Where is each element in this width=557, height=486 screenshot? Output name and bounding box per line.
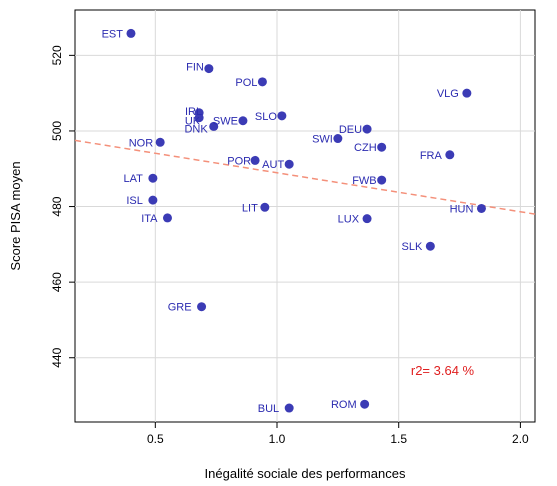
data-point-slk [425,241,435,251]
x-axis-ticks: 0.5 1.0 1.5 2.0 [147,422,529,446]
point-label-est: EST [102,28,124,40]
point-label-nor: NOR [129,137,154,149]
x-tick-label: 1.0 [269,432,286,446]
data-point-est [126,28,136,38]
data-point-bul [284,403,294,413]
data-point-fin [204,64,214,74]
data-point-slo [277,111,287,121]
point-label-bul: BUL [258,403,279,415]
point-label-deu: DEU [339,124,362,136]
x-tick-label: 1.5 [390,432,407,446]
data-point-dnk [209,121,219,131]
point-label-fwb: FWB [352,175,376,187]
point-label-dnk: DNK [184,123,208,135]
trend-line [74,139,536,215]
data-point-czh [377,142,387,152]
data-point-lit [260,202,270,212]
data-point-nor [155,137,165,147]
point-label-czh: CZH [354,142,377,154]
x-tick-label: 2.0 [512,432,529,446]
point-label-pol: POL [235,77,257,89]
point-label-swe: SWE [213,116,238,128]
y-tick-label: 480 [50,196,64,216]
point-label-aut: AUT [262,159,284,171]
y-axis-label: Score PISA moyen [8,161,23,270]
data-points [126,28,486,413]
point-label-isl: ISL [126,195,143,207]
data-point-por [250,155,260,165]
data-point-fra [445,150,455,160]
point-label-uk: UK [185,116,201,128]
plot-area [74,9,536,423]
data-point-vlg [462,88,472,98]
y-axis-ticks: 440 460 480 500 520 [50,45,75,368]
r2-annotation: r2= 3.64 % [411,363,475,378]
data-point-aut [284,159,294,169]
data-point-deu [362,124,372,134]
point-label-vlg: VLG [437,88,459,100]
point-label-slk: SLK [402,241,423,253]
y-tick-label: 500 [50,121,64,141]
grid-lines [75,10,535,422]
point-label-fra: FRA [420,150,443,162]
point-label-ita: ITA [141,213,158,225]
point-label-slo: SLO [255,111,277,123]
point-label-lit: LIT [242,202,258,214]
y-tick-label: 460 [50,272,64,292]
data-point-lat [148,173,158,183]
data-point-swi [333,134,343,144]
data-point-uk [194,113,204,123]
data-point-isl [148,195,158,205]
data-point-gre [197,302,207,312]
data-point-swe [238,116,248,126]
x-tick-label: 0.5 [147,432,164,446]
point-label-hun: HUN [450,203,474,215]
y-tick-label: 440 [50,347,64,367]
data-point-lux [362,214,372,224]
point-label-swi: SWI [312,134,333,146]
point-label-rom: ROM [331,399,357,411]
y-tick-label: 520 [50,45,64,65]
point-label-fin: FIN [186,62,204,74]
point-label-por: POR [227,155,251,167]
point-label-lux: LUX [338,214,360,226]
point-label-gre: GRE [168,302,192,314]
data-point-fwb [377,175,387,185]
data-point-hun [476,203,486,213]
data-point-rom [360,399,370,409]
data-point-ita [162,213,172,223]
data-point-pol [257,77,267,87]
point-label-irl: IRL [185,106,202,118]
x-axis-label: Inégalité sociale des performances [205,466,406,481]
point-label-lat: LAT [124,173,144,185]
